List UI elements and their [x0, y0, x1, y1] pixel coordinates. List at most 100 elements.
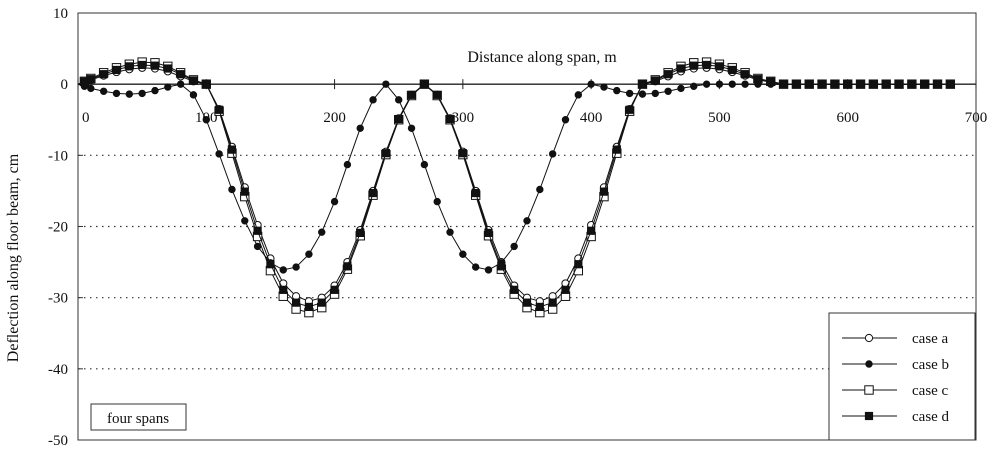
legend-label: case b: [912, 357, 949, 373]
legend: case a case b case c case d: [828, 312, 976, 441]
data-point: [189, 91, 198, 99]
data-point: [613, 86, 621, 95]
data-point: [369, 96, 377, 104]
data-point: [87, 84, 95, 93]
data-point: [638, 90, 647, 98]
data-point: [587, 80, 595, 88]
x-tick-label: 700: [965, 110, 988, 126]
legend-label: case a: [912, 331, 949, 347]
legend-entry: case d: [842, 409, 950, 425]
data-point: [587, 226, 596, 235]
data-point: [138, 89, 146, 98]
data-point: [625, 89, 634, 98]
data-point: [677, 84, 685, 93]
data-point: [946, 80, 955, 89]
data-point: [779, 80, 788, 89]
data-point: [728, 65, 737, 75]
data-point: [164, 83, 172, 91]
data-point: [664, 87, 672, 95]
data-point: [356, 228, 365, 238]
data-point: [407, 90, 416, 99]
data-point: [279, 266, 287, 274]
data-point: [176, 80, 185, 88]
data-point: [176, 70, 185, 79]
data-point: [689, 61, 698, 70]
data-point: [651, 76, 660, 85]
legend-marker: [865, 360, 873, 368]
data-point: [253, 242, 262, 251]
data-point: [894, 80, 904, 89]
data-point: [856, 80, 865, 89]
data-point: [394, 114, 403, 124]
data-point: [253, 226, 262, 235]
data-point: [664, 70, 673, 79]
data-point: [522, 298, 532, 307]
data-point: [86, 75, 95, 84]
data-point: [382, 80, 390, 88]
data-point: [151, 86, 159, 95]
data-point: [305, 250, 313, 258]
legend-entry: case b: [842, 357, 949, 373]
data-point: [125, 90, 134, 98]
legend-entry: case a: [842, 331, 949, 347]
data-point: [715, 80, 724, 88]
data-point: [907, 80, 916, 89]
y-tick-label: 0: [61, 77, 69, 93]
data-point: [651, 89, 659, 98]
x-tick-label: 0: [82, 110, 90, 126]
data-point: [497, 262, 506, 271]
data-point: [407, 124, 416, 132]
y-tick-label: -30: [48, 291, 68, 307]
legend-entry: case c: [842, 383, 949, 399]
data-point: [766, 77, 775, 86]
data-point: [99, 70, 108, 79]
data-point: [330, 197, 339, 206]
data-point: [830, 80, 839, 89]
legend-marker: [864, 333, 874, 343]
data-point: [215, 105, 224, 114]
data-point: [561, 116, 570, 124]
four-spans-annotation: four spans: [90, 403, 187, 431]
data-point: [933, 80, 942, 89]
data-point: [356, 124, 364, 132]
x-tick-label: 600: [836, 110, 859, 126]
data-point: [343, 160, 352, 169]
data-point: [740, 70, 750, 79]
data-point: [676, 64, 686, 73]
x-tick-label: 200: [323, 110, 346, 126]
data-point: [215, 150, 223, 158]
data-point: [150, 61, 160, 70]
data-point: [291, 298, 301, 307]
y-tick-label: -20: [48, 220, 68, 236]
x-tick-label: 300: [452, 110, 475, 126]
data-point: [228, 185, 236, 194]
data-point: [805, 80, 814, 89]
data-point: [484, 228, 493, 238]
data-point: [112, 65, 121, 75]
data-point: [548, 298, 557, 307]
data-point: [241, 217, 249, 225]
data-point: [510, 285, 519, 294]
data-point: [510, 242, 518, 251]
data-point: [471, 188, 480, 198]
legend-marker: [864, 385, 874, 395]
data-point: [459, 250, 467, 258]
data-point: [420, 160, 429, 169]
data-point: [741, 80, 749, 88]
data-point: [202, 80, 211, 89]
series-layer: [77, 57, 956, 318]
y-tick-label: -40: [48, 362, 68, 378]
y-tick-label: 10: [53, 6, 68, 22]
data-point: [458, 149, 467, 158]
data-point: [574, 91, 583, 99]
legend-marker: [864, 411, 874, 421]
legend-label: case d: [912, 409, 950, 425]
data-point: [112, 89, 121, 98]
data-point: [702, 80, 711, 88]
data-point: [446, 228, 454, 236]
data-point: [574, 260, 583, 269]
data-point: [304, 302, 314, 312]
data-point: [368, 188, 378, 198]
data-point: [395, 96, 403, 104]
